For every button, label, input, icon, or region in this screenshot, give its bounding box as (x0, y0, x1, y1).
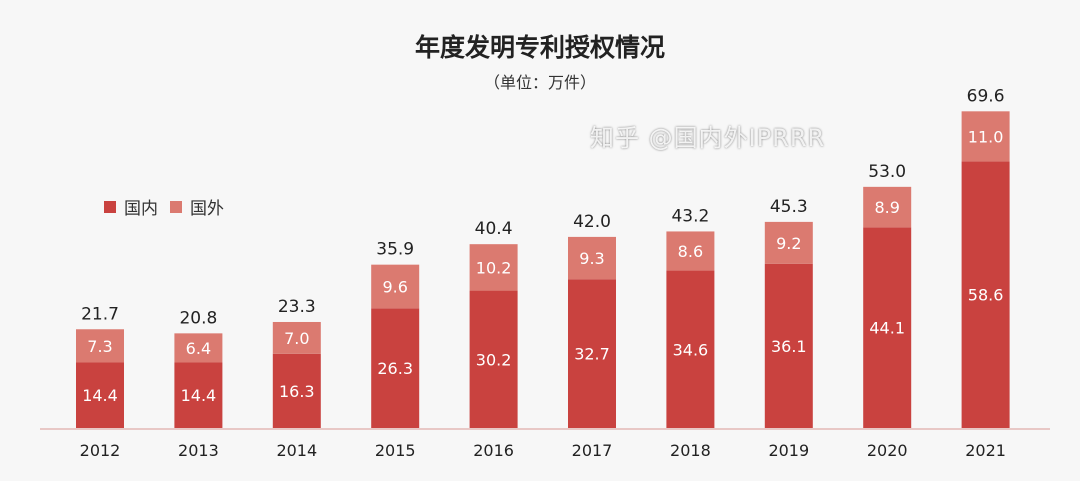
bar-domestic-2019 (764, 263, 813, 428)
x-tick-label-2016: 2016 (473, 441, 514, 460)
data-label-foreign-2016: 10.2 (476, 258, 512, 277)
data-label-foreign-2013: 6.4 (186, 339, 211, 358)
bar-foreign-2015 (371, 264, 420, 309)
watermark: 知乎 @国内外IPRRR (590, 124, 826, 152)
data-label-foreign-2017: 9.3 (579, 249, 604, 268)
x-tick-label-2012: 2012 (80, 441, 121, 460)
data-label-domestic-2017: 32.7 (574, 345, 610, 364)
data-label-foreign-2015: 9.6 (382, 277, 407, 296)
bar-domestic-2016 (469, 290, 518, 428)
legend-label-domestic: 国内 (124, 199, 158, 219)
total-label-2016: 40.4 (475, 219, 513, 239)
bar-foreign-2013 (174, 333, 223, 363)
bar-domestic-2014 (272, 353, 321, 428)
bar-foreign-2016 (469, 244, 518, 291)
bar-foreign-2020 (863, 186, 912, 228)
x-tick-label-2017: 2017 (572, 441, 613, 460)
data-label-foreign-2014: 7.0 (284, 329, 309, 348)
data-label-domestic-2013: 14.4 (181, 386, 217, 405)
x-tick-label-2019: 2019 (768, 441, 809, 460)
bar-foreign-2019 (764, 221, 813, 264)
x-tick-label-2018: 2018 (670, 441, 711, 460)
bar-domestic-2017 (568, 279, 616, 428)
data-label-domestic-2014: 16.3 (279, 382, 315, 401)
total-label-2013: 20.8 (179, 308, 217, 328)
legend-item-foreign: 国外 (170, 194, 224, 219)
bar-domestic-2018 (666, 270, 715, 428)
bar-domestic-2015 (371, 308, 420, 428)
data-label-domestic-2020: 44.1 (869, 319, 905, 338)
data-label-foreign-2021: 11.0 (968, 127, 1004, 146)
total-label-2021: 69.6 (967, 86, 1005, 106)
x-tick-label-2015: 2015 (375, 441, 416, 460)
data-label-domestic-2015: 26.3 (377, 359, 413, 378)
x-tick-label-2014: 2014 (276, 441, 317, 460)
data-label-domestic-2016: 30.2 (476, 350, 512, 369)
x-tick-label-2013: 2013 (178, 441, 219, 460)
data-label-domestic-2012: 14.4 (82, 386, 118, 405)
data-label-domestic-2018: 34.6 (673, 340, 709, 359)
total-label-2015: 35.9 (376, 240, 414, 260)
bar-foreign-2018 (666, 231, 715, 271)
legend-swatch-foreign (170, 200, 182, 213)
chart-subtitle: （单位：万件） (483, 73, 596, 92)
x-tick-label-2020: 2020 (867, 441, 908, 460)
total-label-2018: 43.2 (671, 206, 709, 226)
data-label-domestic-2021: 58.6 (968, 286, 1004, 305)
bar-domestic-2013 (174, 362, 223, 428)
data-label-foreign-2019: 9.2 (776, 234, 801, 253)
data-label-foreign-2018: 8.6 (678, 242, 703, 261)
bar-domestic-2020 (863, 227, 912, 428)
bar-foreign-2014 (272, 321, 321, 354)
bar-foreign-2017 (568, 236, 616, 280)
x-tick-label-2021: 2021 (965, 441, 1006, 460)
legend-label-foreign: 国外 (190, 199, 224, 219)
data-label-domestic-2019: 36.1 (771, 337, 807, 356)
total-label-2020: 53.0 (868, 162, 906, 182)
bar-foreign-2012 (76, 329, 124, 363)
bar-domestic-2021 (961, 161, 1010, 428)
total-label-2014: 23.3 (278, 297, 316, 317)
bar-domestic-2012 (76, 362, 124, 428)
total-label-2019: 45.3 (770, 197, 808, 217)
data-label-foreign-2020: 8.9 (874, 198, 899, 217)
legend: 国内 国外 (104, 194, 236, 219)
chart-title: 年度发明专利授权情况 (414, 33, 665, 62)
bar-foreign-2021 (961, 111, 1010, 162)
total-label-2017: 42.0 (573, 212, 611, 232)
total-label-2012: 21.7 (81, 304, 119, 324)
legend-swatch-domestic (104, 200, 116, 213)
legend-item-domestic: 国内 (104, 194, 158, 219)
data-label-foreign-2012: 7.3 (87, 337, 112, 356)
